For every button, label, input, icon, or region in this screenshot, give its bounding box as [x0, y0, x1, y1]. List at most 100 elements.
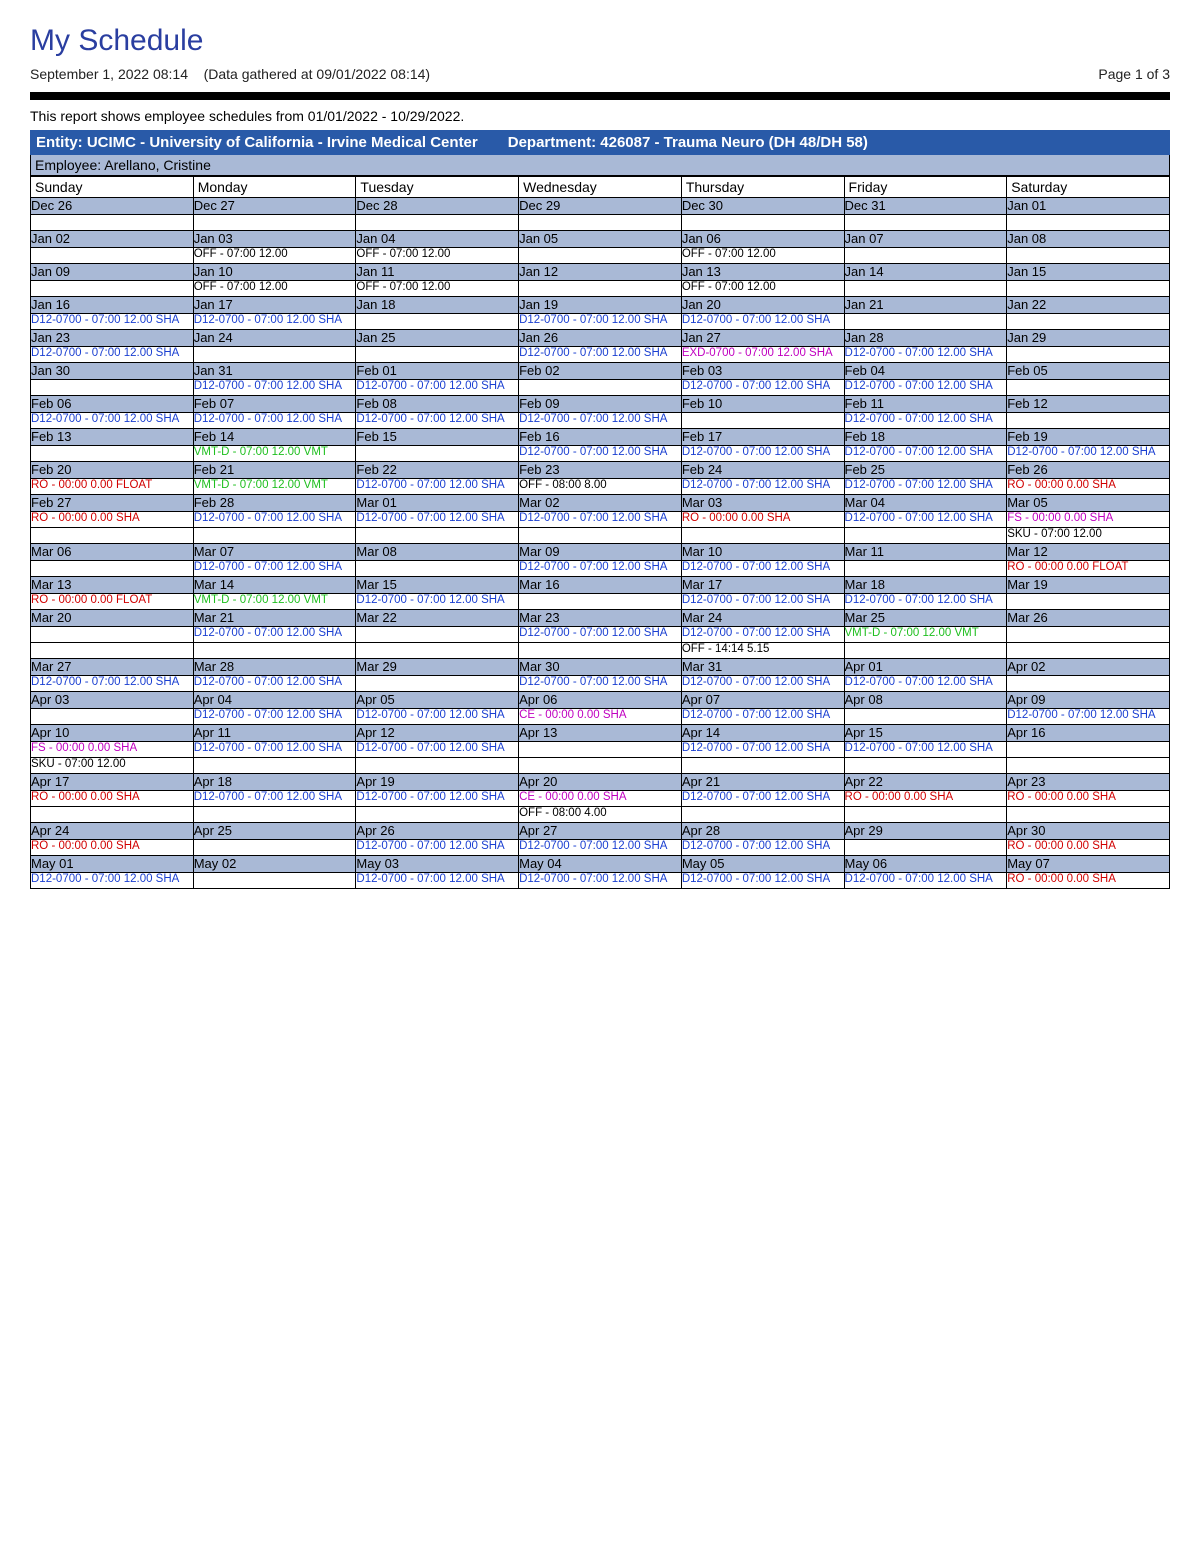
event-cell: OFF - 07:00 12.00 — [193, 281, 356, 297]
event-cell: D12-0700 - 07:00 12.00 SHA — [193, 676, 356, 692]
event-cell — [1007, 281, 1170, 297]
date-cell: Mar 05 — [1007, 495, 1170, 512]
date-cell: May 05 — [681, 856, 844, 873]
date-row: May 01May 02May 03May 04May 05May 06May … — [31, 856, 1170, 873]
event-cell: OFF - 07:00 12.00 — [356, 248, 519, 264]
event-cell: D12-0700 - 07:00 12.00 SHA — [1007, 446, 1170, 462]
date-cell: Jan 10 — [193, 264, 356, 281]
event-cell: D12-0700 - 07:00 12.00 SHA — [356, 380, 519, 396]
event-cell — [844, 248, 1007, 264]
date-cell: Mar 04 — [844, 495, 1007, 512]
date-cell: Mar 09 — [519, 544, 682, 561]
date-cell: Feb 05 — [1007, 363, 1170, 380]
event-cell: D12-0700 - 07:00 12.00 SHA — [193, 561, 356, 577]
event-cell — [844, 561, 1007, 577]
event-cell: CE - 00:00 0.00 SHA — [519, 709, 682, 725]
event-cell: RO - 00:00 0.00 SHA — [1007, 791, 1170, 807]
event-row: OFF - 07:00 12.00OFF - 07:00 12.00 OFF -… — [31, 281, 1170, 297]
event-cell: EXD-0700 - 07:00 12.00 SHA — [681, 347, 844, 363]
date-cell: Feb 07 — [193, 396, 356, 413]
date-cell: Apr 23 — [1007, 774, 1170, 791]
date-cell: Feb 04 — [844, 363, 1007, 380]
event-cell: VMT-D - 07:00 12.00 VMT — [193, 594, 356, 610]
event-cell — [31, 248, 194, 264]
event-row: OFF - 07:00 12.00OFF - 07:00 12.00 OFF -… — [31, 248, 1170, 264]
date-cell: Mar 28 — [193, 659, 356, 676]
date-cell: Feb 25 — [844, 462, 1007, 479]
event-cell — [681, 807, 844, 823]
date-cell: Mar 23 — [519, 610, 682, 627]
date-cell: Mar 20 — [31, 610, 194, 627]
event-cell: D12-0700 - 07:00 12.00 SHA — [681, 742, 844, 758]
event-cell: D12-0700 - 07:00 12.00 SHA — [356, 594, 519, 610]
event-row: D12-0700 - 07:00 12.00 SHAD12-0700 - 07:… — [31, 709, 1170, 725]
date-cell: Apr 28 — [681, 823, 844, 840]
date-cell: Apr 16 — [1007, 725, 1170, 742]
event-cell — [519, 758, 682, 774]
date-cell: Apr 25 — [193, 823, 356, 840]
date-cell: Apr 06 — [519, 692, 682, 709]
event-cell — [31, 561, 194, 577]
day-header: Sunday — [31, 177, 194, 198]
event-row — [31, 215, 1170, 231]
date-cell: Feb 01 — [356, 363, 519, 380]
date-cell: Jan 13 — [681, 264, 844, 281]
event-cell: D12-0700 - 07:00 12.00 SHA — [519, 446, 682, 462]
date-cell: Apr 01 — [844, 659, 1007, 676]
event-cell — [1007, 676, 1170, 692]
event-row: RO - 00:00 0.00 SHAD12-0700 - 07:00 12.0… — [31, 512, 1170, 528]
event-cell — [31, 446, 194, 462]
event-cell — [681, 215, 844, 231]
event-cell: D12-0700 - 07:00 12.00 SHA — [681, 380, 844, 396]
date-cell: Feb 03 — [681, 363, 844, 380]
date-cell: Feb 20 — [31, 462, 194, 479]
date-cell: Mar 19 — [1007, 577, 1170, 594]
date-cell: Feb 27 — [31, 495, 194, 512]
date-row: Feb 06Feb 07Feb 08Feb 09Feb 10Feb 11Feb … — [31, 396, 1170, 413]
entity-label: Entity: UCIMC - University of California… — [36, 134, 478, 151]
event-cell: D12-0700 - 07:00 12.00 SHA — [193, 791, 356, 807]
date-row: Mar 20Mar 21Mar 22Mar 23Mar 24Mar 25Mar … — [31, 610, 1170, 627]
date-cell: Jan 09 — [31, 264, 194, 281]
event-cell: OFF - 07:00 12.00 — [681, 281, 844, 297]
date-cell: Mar 08 — [356, 544, 519, 561]
date-cell: Jan 29 — [1007, 330, 1170, 347]
date-cell: Feb 28 — [193, 495, 356, 512]
event-cell: D12-0700 - 07:00 12.00 SHA — [31, 347, 194, 363]
event-cell — [1007, 215, 1170, 231]
event-cell: D12-0700 - 07:00 12.00 SHA — [356, 840, 519, 856]
event-cell: D12-0700 - 07:00 12.00 SHA — [193, 627, 356, 643]
date-row: Apr 10Apr 11Apr 12Apr 13Apr 14Apr 15Apr … — [31, 725, 1170, 742]
event-cell: D12-0700 - 07:00 12.00 SHA — [681, 873, 844, 889]
date-cell: Jan 06 — [681, 231, 844, 248]
date-cell: Feb 12 — [1007, 396, 1170, 413]
event-cell: D12-0700 - 07:00 12.00 SHA — [681, 627, 844, 643]
date-cell: Mar 24 — [681, 610, 844, 627]
event-cell: D12-0700 - 07:00 12.00 SHA — [193, 380, 356, 396]
event-cell: D12-0700 - 07:00 12.00 SHA — [681, 791, 844, 807]
event-cell: RO - 00:00 0.00 FLOAT — [31, 479, 194, 495]
date-cell: Dec 29 — [519, 198, 682, 215]
event-cell — [1007, 248, 1170, 264]
event-row: FS - 00:00 0.00 SHAD12-0700 - 07:00 12.0… — [31, 742, 1170, 758]
day-header: Friday — [844, 177, 1007, 198]
date-cell: Mar 29 — [356, 659, 519, 676]
gathered-note: (Data gathered at 09/01/2022 08:14) — [204, 66, 431, 82]
date-cell: Feb 13 — [31, 429, 194, 446]
date-cell: Apr 11 — [193, 725, 356, 742]
date-cell: Jan 26 — [519, 330, 682, 347]
event-row: SKU - 07:00 12.00 — [31, 528, 1170, 544]
date-cell: Feb 08 — [356, 396, 519, 413]
date-cell: Feb 16 — [519, 429, 682, 446]
event-cell: D12-0700 - 07:00 12.00 SHA — [31, 314, 194, 330]
date-cell: Apr 10 — [31, 725, 194, 742]
date-cell: Apr 27 — [519, 823, 682, 840]
event-cell — [193, 643, 356, 659]
event-cell — [193, 215, 356, 231]
event-row: D12-0700 - 07:00 12.00 SHAD12-0700 - 07:… — [31, 413, 1170, 429]
event-cell: VMT-D - 07:00 12.00 VMT — [193, 446, 356, 462]
page-indicator: Page 1 of 3 — [1098, 66, 1170, 82]
event-cell — [356, 676, 519, 692]
event-cell — [844, 528, 1007, 544]
date-cell: Jan 23 — [31, 330, 194, 347]
